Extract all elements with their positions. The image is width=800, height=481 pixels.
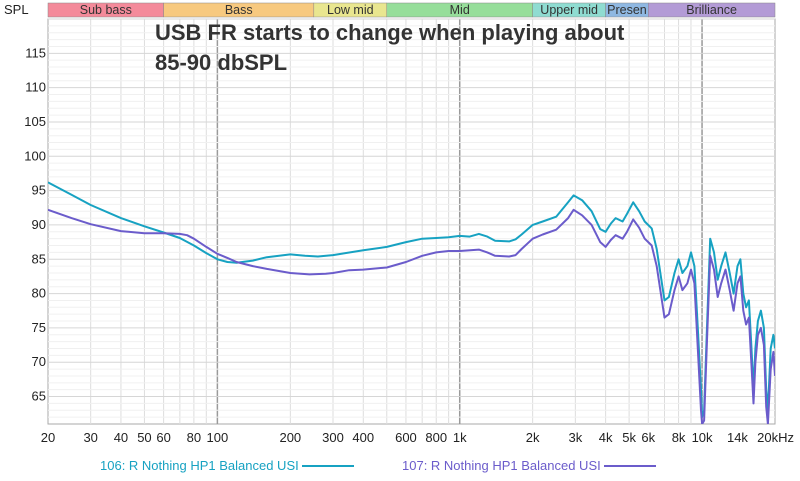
y-tick-label: 85 bbox=[32, 251, 46, 266]
x-tick-label: 30 bbox=[83, 430, 97, 445]
x-tick-label: 80 bbox=[187, 430, 201, 445]
x-tick-label: 14k bbox=[727, 430, 748, 445]
grid-lines bbox=[48, 18, 775, 424]
x-tick-label: 60 bbox=[156, 430, 170, 445]
x-tick-label: 6k bbox=[641, 430, 655, 445]
y-tick-label: 95 bbox=[32, 183, 46, 198]
series-line-2 bbox=[48, 208, 775, 424]
x-tick-label: 40 bbox=[114, 430, 128, 445]
band-label: Sub bass bbox=[80, 3, 132, 17]
band-label: Low mid bbox=[327, 3, 374, 17]
y-tick-label: 70 bbox=[32, 354, 46, 369]
x-tick-label: 4k bbox=[599, 430, 613, 445]
x-tick-label: 20 bbox=[41, 430, 55, 445]
y-tick-label: 100 bbox=[24, 148, 46, 163]
annotation-line-1: USB FR starts to change when playing abo… bbox=[155, 20, 625, 45]
x-tick-label: 300 bbox=[322, 430, 344, 445]
band-brilliance bbox=[648, 2, 776, 18]
x-tick-label: 20kHz bbox=[757, 430, 794, 445]
legend-item-107[interactable]: 107: R Nothing HP1 Balanced USI bbox=[402, 458, 656, 473]
y-tick-label: 75 bbox=[32, 320, 46, 335]
x-tick-label: 200 bbox=[279, 430, 301, 445]
series-lines bbox=[48, 181, 775, 424]
annotation-line-2: 85-90 dbSPL bbox=[155, 50, 287, 75]
band-label: Bass bbox=[225, 3, 253, 17]
series-line-1 bbox=[48, 181, 775, 419]
x-tick-labels: 20 30 40 50 60 80 100 200 300 400 600 800 1k 2k 3k 4k 5k… bbox=[41, 430, 794, 445]
x-tick-label: 10k bbox=[692, 430, 713, 445]
x-tick-label: 5k bbox=[622, 430, 636, 445]
legend-swatch-106 bbox=[301, 464, 354, 467]
x-tick-label: 100 bbox=[207, 430, 229, 445]
band-label: Mid bbox=[450, 3, 470, 17]
legend-item-106[interactable]: 106: R Nothing HP1 Balanced USI bbox=[100, 458, 354, 473]
y-tick-label: 105 bbox=[24, 114, 46, 129]
x-tick-label: 1k bbox=[453, 430, 467, 445]
x-tick-label: 50 bbox=[137, 430, 151, 445]
band-label: Presen bbox=[607, 3, 647, 17]
x-tick-label: 400 bbox=[352, 430, 374, 445]
x-tick-label: 3k bbox=[568, 430, 582, 445]
x-tick-label: 800 bbox=[425, 430, 447, 445]
plot-area bbox=[47, 18, 776, 425]
x-tick-label: 8k bbox=[672, 430, 686, 445]
y-tick-label: 110 bbox=[25, 80, 46, 95]
y-tick-labels: 65 70 75 80 85 90 95 100 105 110 115 bbox=[24, 45, 46, 403]
legend-swatch-107 bbox=[603, 464, 656, 467]
y-tick-label: 90 bbox=[32, 217, 46, 232]
y-tick-label: 65 bbox=[32, 389, 46, 404]
frequency-bands: Sub bass Bass Low mid Mid Upper mid Presen Bri… bbox=[47, 2, 776, 18]
legend-label-107: 107: R Nothing HP1 Balanced USI bbox=[402, 458, 601, 473]
x-tick-label: 2k bbox=[526, 430, 540, 445]
y-axis-label: SPL bbox=[4, 2, 29, 17]
y-tick-label: 80 bbox=[32, 286, 46, 301]
x-tick-label: 600 bbox=[395, 430, 417, 445]
legend-label-106: 106: R Nothing HP1 Balanced USI bbox=[100, 458, 299, 473]
band-label: Brilliance bbox=[686, 3, 737, 17]
y-tick-label: 115 bbox=[25, 45, 46, 60]
band-label: Upper mid bbox=[540, 3, 598, 17]
